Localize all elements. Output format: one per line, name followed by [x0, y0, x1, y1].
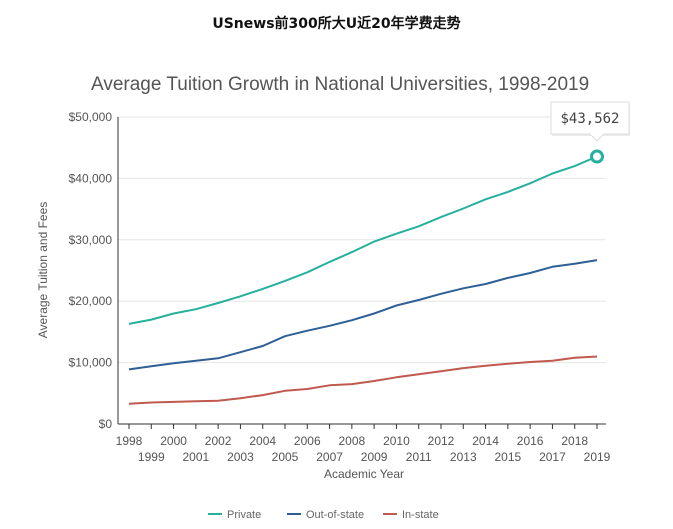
x-tick-label: 2004	[249, 434, 276, 448]
axis-labels: $0 $10,000 $20,000 $30,000 $40,000 $50,000 199…	[36, 110, 611, 481]
x-tick-label: 2011	[406, 450, 432, 464]
series-lines	[128, 155, 598, 405]
chart-title: Average Tuition Growth in National Unive…	[91, 74, 590, 95]
x-tick-label: 2003	[227, 450, 254, 464]
x-tick-label: 2010	[383, 434, 410, 448]
y-axis-title: Average Tuition and Fees	[36, 202, 50, 339]
tooltip-pointer	[589, 133, 605, 142]
x-tick-label: 2015	[495, 450, 522, 464]
tooltip-value: $43,562	[560, 111, 619, 127]
x-tick-label: 2019	[584, 450, 611, 464]
legend: Private Out-of-state In-state	[208, 509, 439, 521]
y-tick-label: $10,000	[69, 356, 113, 370]
x-tick-label: 1998	[116, 434, 143, 448]
axes	[117, 117, 606, 429]
x-tick-label: 2012	[428, 434, 455, 448]
legend-label: Private	[227, 509, 261, 521]
series-line-out-of-state	[128, 259, 598, 371]
x-tick-label: 2017	[539, 450, 566, 464]
series-line-private	[128, 155, 598, 325]
x-tick-label: 2001	[183, 450, 210, 464]
y-tick-label: $50,000	[69, 110, 113, 124]
y-tick-label: $30,000	[69, 233, 113, 247]
x-axis-title: Academic Year	[324, 467, 404, 481]
y-tick-label: $40,000	[69, 171, 113, 185]
x-tick-label: 2002	[205, 434, 232, 448]
x-tick-label: 2007	[316, 450, 343, 464]
tooltip: $43,562	[550, 101, 630, 164]
x-tick-label: 1999	[138, 450, 165, 464]
x-tick-label: 2016	[517, 434, 544, 448]
x-tick-label: 2009	[361, 450, 388, 464]
page-header-title: USnews前300所大U近20年学费走势	[212, 16, 461, 32]
x-tick-label: 2008	[339, 434, 366, 448]
x-tick-label: 2013	[450, 450, 477, 464]
x-tick-label: 2014	[472, 434, 499, 448]
highlight-point	[590, 149, 604, 164]
x-tick-label: 2005	[272, 450, 299, 464]
x-tick-label: 2018	[561, 434, 588, 448]
x-tick-label: 2006	[294, 434, 321, 448]
series-line-in-state	[128, 355, 598, 405]
legend-label: Out-of-state	[306, 509, 364, 521]
legend-label: In-state	[402, 509, 439, 521]
x-tick-label: 2000	[160, 434, 187, 448]
tooltip-box	[550, 101, 630, 135]
y-tick-label: $0	[99, 417, 113, 431]
grid-lines	[118, 116, 606, 364]
y-tick-label: $20,000	[69, 294, 113, 308]
